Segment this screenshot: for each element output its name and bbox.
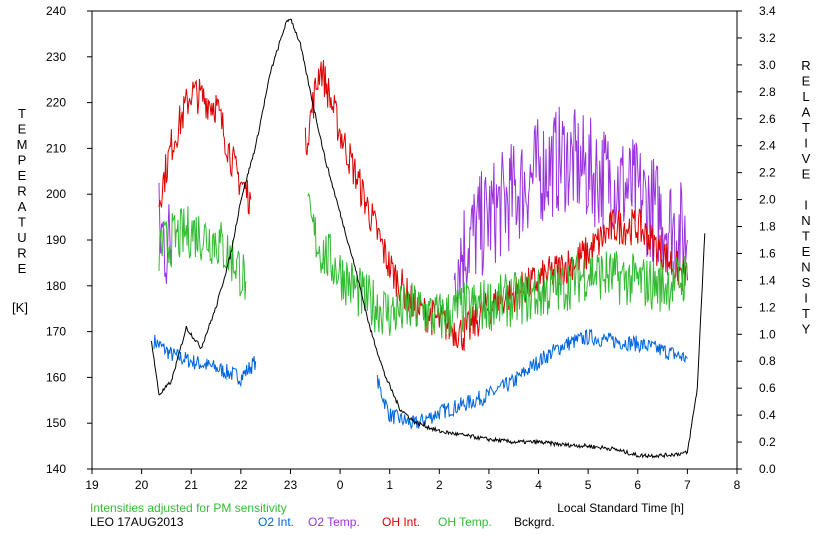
y-tick-label-right: 1.4 — [759, 273, 776, 287]
y-axis-label-right-letter: T — [802, 306, 810, 321]
y-tick-label-left: 180 — [46, 279, 66, 293]
y-tick-label-right: 1.2 — [759, 300, 776, 314]
y-tick-label-right: 3.0 — [759, 58, 776, 72]
y-tick-label-right: 3.4 — [759, 4, 776, 18]
y-tick-label-right: 0.0 — [759, 462, 776, 476]
x-tick-label: 22 — [234, 478, 248, 492]
legend-entry: O2 Temp. — [308, 515, 360, 529]
x-tick-label: 5 — [585, 478, 592, 492]
series-line-oh-temp — [307, 192, 688, 339]
chart-ticks: 19 20 21 22 23 0 1 2 3 4 5 6 7 8140150160170180190200… — [46, 4, 776, 492]
y-tick-label-left: 200 — [46, 187, 66, 201]
x-tick-label: 6 — [634, 478, 641, 492]
y-axis-label-right-letter: I — [804, 136, 808, 151]
y-axis-label-right-letter: L — [802, 89, 809, 104]
x-tick-label: 23 — [284, 478, 298, 492]
series-line-oh-temp — [158, 206, 247, 300]
y-tick-label-right: 2.8 — [759, 85, 776, 99]
y-axis-label-right-letter: V — [802, 151, 811, 166]
x-tick-label: 2 — [436, 478, 443, 492]
y-tick-label-right: 1.8 — [759, 220, 776, 234]
x-tick-label: 7 — [684, 478, 691, 492]
legend-entry: O2 Int. — [258, 515, 294, 529]
y-axis-label-left-letter: T — [18, 215, 26, 230]
sensitivity-note: Intensities adjusted for PM sensitivity — [90, 501, 287, 515]
y-tick-label-left: 220 — [46, 96, 66, 110]
y-tick-label-right: 2.4 — [759, 139, 776, 153]
y-axis-label-left-letter: R — [17, 184, 26, 199]
x-tick-label: 4 — [535, 478, 542, 492]
y-axis-unit-left: [K] — [12, 300, 28, 315]
y-axis-label-right-letter: E — [802, 167, 811, 182]
x-tick-label: 8 — [734, 478, 741, 492]
y-tick-label-left: 170 — [46, 325, 66, 339]
y-tick-label-right: 0.8 — [759, 354, 776, 368]
y-axis-label-left-letter: T — [18, 106, 26, 121]
y-axis-label-right-letter: T — [802, 120, 810, 135]
y-tick-label-right: 0.6 — [759, 381, 776, 395]
series-line-bckgrd — [151, 18, 706, 459]
y-tick-label-right: 0.4 — [759, 408, 776, 422]
y-axis-label-right-letter: A — [802, 105, 811, 120]
series-line-o2-temp — [453, 106, 688, 307]
station-label: LEO 17AUG2013 — [90, 515, 184, 529]
y-tick-label-right: 2.0 — [759, 193, 776, 207]
x-axis-label: Local Standard Time [h] — [557, 501, 684, 515]
y-tick-label-right: 0.2 — [759, 435, 776, 449]
legend-entry: OH Int. — [382, 515, 420, 529]
y-axis-label-right-letter: I — [804, 198, 808, 213]
y-axis-label-left-letter: P — [18, 153, 27, 168]
legend: O2 Int. O2 Temp. OH Int. OH Temp. Bckgrd. — [258, 515, 555, 529]
y-tick-label-right: 1.0 — [759, 327, 776, 341]
x-tick-label: 20 — [135, 478, 149, 492]
y-axis-label-right-letter: S — [802, 275, 811, 290]
x-tick-label: 21 — [185, 478, 199, 492]
y-axis-label-left-letter: U — [17, 230, 26, 245]
y-tick-label-left: 210 — [46, 141, 66, 155]
y-axis-label-right-letter: Y — [802, 322, 811, 337]
y-tick-label-right: 2.6 — [759, 112, 776, 126]
y-axis-label-right-letter: E — [802, 244, 811, 259]
y-axis-label-left-letter: E — [18, 168, 27, 183]
y-axis-label-left-letter: E — [18, 122, 27, 137]
y-axis-label-right-letter: N — [801, 260, 810, 275]
y-tick-label-left: 140 — [46, 462, 66, 476]
y-tick-label-left: 160 — [46, 370, 66, 384]
series-line-oh-int — [158, 78, 252, 215]
y-axis-label-left-letter: M — [17, 137, 28, 152]
x-tick-label: 0 — [337, 478, 344, 492]
y-tick-label-left: 190 — [46, 233, 66, 247]
series-line-o2-int — [153, 334, 257, 388]
y-tick-label-left: 230 — [46, 50, 66, 64]
series-line-o2-int — [376, 328, 688, 430]
legend-entry: OH Temp. — [438, 515, 492, 529]
x-tick-label: 19 — [85, 478, 99, 492]
legend-entry: Bckgrd. — [514, 515, 555, 529]
y-axis-label-right-letter: R — [801, 58, 810, 73]
y-axis-label-right-letter: I — [804, 291, 808, 306]
y-axis-label-right-letter: N — [801, 213, 810, 228]
x-tick-label: 3 — [486, 478, 493, 492]
y-axis-label-left-letter: E — [18, 261, 27, 276]
y-tick-label-right: 1.6 — [759, 246, 776, 260]
y-axis-label-right-letter: T — [802, 229, 810, 244]
y-axis-label-right-letter: E — [802, 74, 811, 89]
y-tick-label-right: 3.2 — [759, 31, 776, 45]
y-axis-label-left-letter: A — [18, 199, 27, 214]
y-tick-label-right: 2.2 — [759, 166, 776, 180]
chart-series — [151, 18, 706, 459]
y-tick-label-left: 150 — [46, 416, 66, 430]
x-tick-label: 1 — [386, 478, 393, 492]
y-tick-label-left: 240 — [46, 4, 66, 18]
y-axis-label-left-letter: R — [17, 246, 26, 261]
